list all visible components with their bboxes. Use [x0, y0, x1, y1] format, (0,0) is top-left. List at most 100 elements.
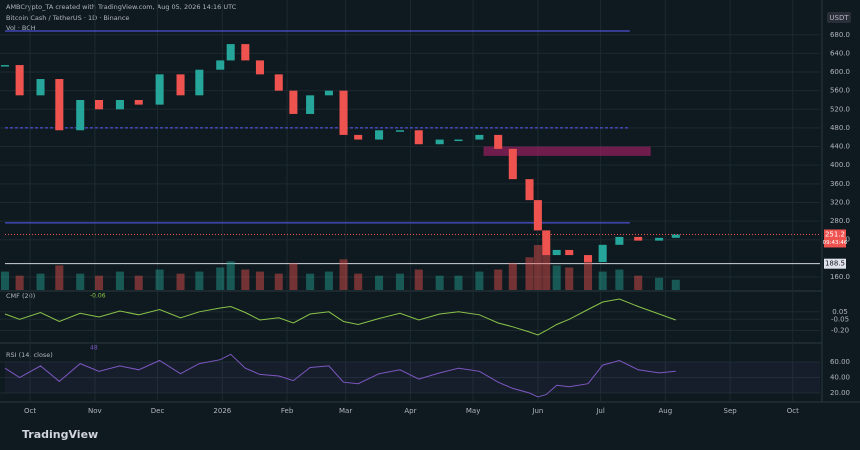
- x-tick-label: Dec: [151, 407, 165, 415]
- y-tick-label: 280.0: [830, 217, 850, 225]
- x-tick-label: Jun: [531, 407, 543, 415]
- level-label: 188.5: [825, 260, 845, 268]
- candle: [15, 65, 24, 96]
- candle: [435, 139, 444, 145]
- y-tick-label: 40.00: [830, 374, 850, 382]
- y-tick-label: 160.0: [830, 273, 850, 281]
- y-tick-label: 0.05: [832, 308, 848, 316]
- candle: [615, 236, 624, 245]
- x-tick-label: Mar: [339, 407, 352, 415]
- candle: [36, 79, 45, 96]
- y-tick-label: -0.20: [831, 327, 849, 335]
- candle: [176, 74, 185, 96]
- volume-bar: [115, 271, 124, 290]
- volume-bar: [274, 273, 283, 290]
- volume-bar: [634, 275, 643, 290]
- candle: [598, 244, 607, 263]
- x-tick-label: Sep: [724, 407, 738, 415]
- rsi-band: [5, 362, 820, 394]
- candle: [95, 99, 104, 110]
- y-tick-label: 320.0: [830, 198, 850, 206]
- y-tick-label: 560.0: [830, 87, 850, 95]
- candle: [475, 134, 484, 140]
- candle: [324, 90, 333, 96]
- x-tick-label: Feb: [281, 407, 294, 415]
- volume-bar: [324, 271, 333, 290]
- x-tick-label: Nov: [88, 407, 102, 415]
- cmf-title: CMF (20): [6, 292, 35, 300]
- level-label-box: [824, 258, 846, 269]
- x-tick-label: 2026: [213, 407, 231, 415]
- x-tick-label: May: [466, 407, 480, 415]
- symbol-title: Bitcoin Cash / TetherUS · 1D · Binance: [6, 14, 129, 22]
- candle: [289, 90, 298, 114]
- candle: [375, 130, 384, 140]
- candle: [306, 95, 315, 114]
- volume-bar: [241, 269, 250, 290]
- candle: [525, 179, 534, 201]
- x-tick-label: Jul: [595, 407, 605, 415]
- volume-bar: [655, 277, 664, 290]
- logo: TradingView: [22, 428, 98, 441]
- candle: [55, 79, 64, 131]
- candle: [274, 74, 283, 91]
- x-tick-label: Apr: [404, 407, 416, 415]
- indicator-line: [4, 298, 676, 336]
- volume-bar: [0, 271, 10, 290]
- volume-bar: [354, 273, 363, 290]
- volume-bar: [55, 265, 64, 290]
- currency: USDT: [829, 14, 849, 22]
- candle: [395, 130, 404, 132]
- volume-bar: [542, 253, 551, 290]
- indicator-value: -0.06: [90, 293, 106, 300]
- countdown: 09:43:46: [823, 240, 848, 246]
- volume-bar: [76, 273, 85, 290]
- volume-bar: [584, 261, 593, 290]
- volume-bar: [615, 269, 624, 290]
- volume-bar: [155, 269, 164, 290]
- volume-bar: [36, 273, 45, 290]
- volume-bar: [598, 271, 607, 290]
- candle: [584, 255, 593, 263]
- last-price: 251.2: [825, 230, 845, 238]
- volume-bar: [552, 265, 561, 290]
- volume-bar: [494, 269, 503, 290]
- volume-bar: [375, 275, 384, 290]
- indicator-value: 48: [90, 345, 98, 352]
- candle: [508, 148, 517, 180]
- volume-bar: [95, 275, 104, 290]
- volume-bar: [414, 269, 423, 290]
- y-tick-label: 680.0: [830, 31, 850, 39]
- x-tick-label: Oct: [787, 407, 799, 415]
- y-tick-label: 600.0: [830, 68, 850, 76]
- last-price-box: [824, 229, 846, 248]
- candle: [655, 237, 664, 241]
- candle: [454, 139, 463, 142]
- volume-bar: [475, 271, 484, 290]
- y-tick-label: 60.00: [830, 358, 850, 366]
- zone: [483, 146, 651, 156]
- indicator-line: [4, 353, 676, 398]
- candle: [0, 65, 10, 67]
- x-tick-label: Oct: [24, 407, 36, 415]
- candle: [216, 60, 225, 70]
- candle: [542, 230, 551, 256]
- volume-bar: [226, 261, 235, 290]
- volume-bar: [306, 273, 315, 290]
- volume-title: Vol · BCH: [6, 24, 36, 32]
- candle: [115, 99, 124, 110]
- volume-bar: [435, 275, 444, 290]
- candle: [76, 99, 85, 131]
- candle: [634, 236, 643, 241]
- candle: [241, 44, 250, 61]
- volume-bar: [195, 271, 204, 290]
- candle: [533, 200, 542, 231]
- currency-box: [827, 12, 851, 23]
- rsi-title: RSI (14, close): [6, 351, 53, 359]
- x-tick-label: Aug: [659, 407, 673, 415]
- candle: [155, 74, 164, 105]
- volume-bar: [15, 275, 24, 290]
- candle: [414, 130, 423, 145]
- volume-bar: [454, 275, 463, 290]
